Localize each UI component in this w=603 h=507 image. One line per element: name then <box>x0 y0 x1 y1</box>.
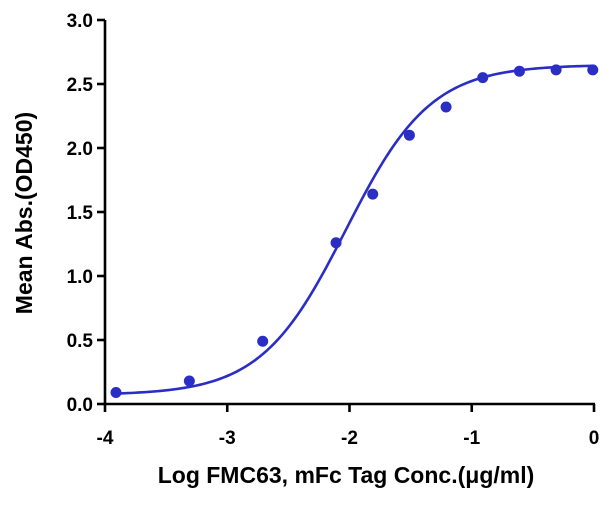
x-tick-label: 0 <box>589 428 600 449</box>
y-tick-label: 2.0 <box>67 139 93 160</box>
data-points <box>110 64 599 398</box>
y-tick-label: 0.0 <box>67 395 93 416</box>
data-point <box>403 129 415 141</box>
data-point <box>110 386 122 398</box>
data-point <box>587 64 599 76</box>
data-point <box>257 335 269 347</box>
data-point <box>367 188 379 200</box>
data-point <box>183 375 195 387</box>
y-tick-label: 1.0 <box>67 267 93 288</box>
y-tick-label: 3.0 <box>67 11 93 32</box>
y-tick-label: 1.5 <box>67 203 94 224</box>
axes: 0.0 0.5 1.0 1.5 2.0 2.5 3.0 -4 -3 -2 -1 0 <box>67 11 600 449</box>
x-tick-label: -4 <box>97 428 114 449</box>
x-axis-title: Log FMC63, mFc Tag Conc.(μg/ml) <box>158 462 535 488</box>
fit-curve <box>115 64 595 395</box>
x-tick-label: -2 <box>341 428 358 449</box>
data-point <box>477 72 489 84</box>
data-point <box>330 237 342 249</box>
data-point <box>550 64 562 76</box>
data-point <box>513 65 525 77</box>
data-point <box>440 101 452 113</box>
y-tick-label: 0.5 <box>67 331 94 352</box>
x-tick-label: -1 <box>463 428 480 449</box>
y-axis-title: Mean Abs.(OD450) <box>11 112 37 314</box>
x-tick-label: -3 <box>219 428 236 449</box>
y-tick-label: 2.5 <box>67 75 94 96</box>
